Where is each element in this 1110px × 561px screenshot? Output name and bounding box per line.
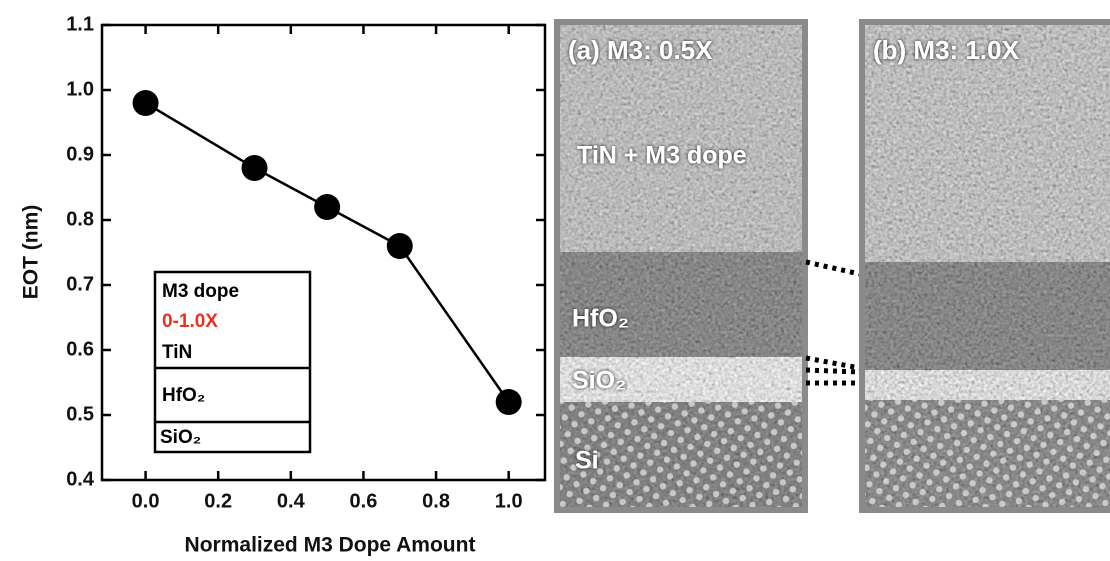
inset-stack: M3 dope 0-1.0X TiN HfO₂ SiO₂	[153, 270, 312, 454]
inset-text: SiO₂	[160, 427, 201, 448]
data-point	[314, 194, 341, 220]
x-tick-label: 1.0	[495, 490, 523, 512]
y-tick-label: 1.1	[66, 13, 94, 35]
image-label: (a) M3: 0.5X	[568, 35, 713, 65]
y-tick-label: 0.6	[66, 338, 94, 360]
image-label: (b) M3: 1.0X	[873, 35, 1020, 65]
data-point	[241, 155, 268, 181]
inset-text: HfO₂	[162, 385, 205, 406]
x-tick-label: 0.8	[422, 490, 450, 512]
y-tick-label: 0.5	[66, 403, 94, 425]
tem-image-b: (b) M3: 1.0X	[859, 19, 1110, 513]
x-tick-label: 0.0	[132, 490, 160, 512]
x-tick-label: 0.6	[350, 490, 378, 512]
x-tick-label: 0.4	[277, 490, 306, 512]
inset-text: 0-1.0X	[162, 311, 218, 332]
inset-text: M3 dope	[162, 281, 239, 302]
layer-label: SiO₂	[572, 367, 626, 395]
y-tick-label: 0.9	[66, 143, 94, 165]
y-axis-label: EOT (nm)	[20, 205, 43, 300]
data-point	[495, 389, 522, 415]
y-tick-label: 0.4	[66, 468, 95, 490]
x-tick-label: 0.2	[204, 490, 232, 512]
inset-text: TiN	[162, 342, 192, 363]
layer-label: TiN + M3 dope	[577, 142, 747, 170]
layer-label: Si	[575, 447, 599, 475]
data-point	[132, 90, 159, 116]
y-tick-label: 0.7	[66, 273, 94, 295]
tem-image-a: (a) M3: 0.5X TiN + M3 dope HfO₂ SiO₂ Si	[554, 19, 808, 513]
layer-label: HfO₂	[572, 305, 629, 333]
interface-connectors	[805, 259, 861, 386]
y-tick-label: 0.8	[66, 208, 94, 230]
plot-frame	[100, 23, 547, 482]
data-point	[386, 233, 413, 259]
x-axis-label: Normalized M3 Dope Amount	[185, 534, 476, 557]
y-tick-label: 1.0	[66, 78, 94, 100]
